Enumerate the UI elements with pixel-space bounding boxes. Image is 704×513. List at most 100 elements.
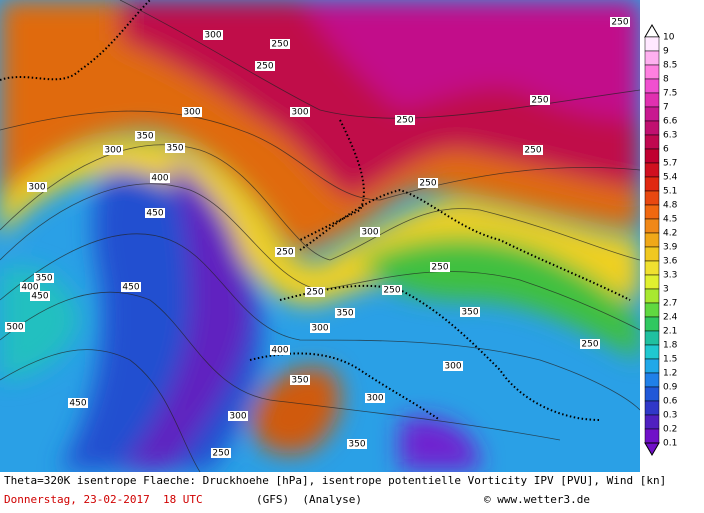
contour-label-bg — [335, 308, 355, 318]
contour-label: 300 — [444, 362, 461, 372]
contour-label-bg — [150, 173, 170, 183]
colorbar-label: 0.1 — [663, 439, 677, 449]
colorbar-label: 2.4 — [663, 313, 678, 323]
colorbar-segment — [644, 162, 660, 178]
colorbar-label: 6 — [663, 145, 669, 155]
colorbar-segment — [644, 358, 660, 374]
contour-label-bg — [27, 182, 47, 192]
contour-label: 250 — [276, 248, 293, 258]
contour-label-bg — [228, 411, 248, 421]
colorbar-label: 8.5 — [663, 61, 677, 71]
contour-label: 350 — [35, 274, 52, 284]
colorbar-label: 3 — [663, 285, 669, 295]
colorbar-segment — [644, 78, 660, 94]
colorbar-segment — [644, 372, 660, 388]
map: 10 9 8.5 8 7.5 7 6.6 6.3 6 5.7 5.4 5.1 4.8 4.5 4.2 3.9 3… — [0, 0, 678, 472]
colorbar-label: 5.7 — [663, 159, 677, 169]
contour-label-bg — [255, 61, 275, 71]
footer-credit: © www.wetter3.de — [484, 493, 590, 506]
colorbar-arrow-top — [644, 24, 660, 38]
colorbar-segment — [644, 120, 660, 136]
contour-label: 350 — [461, 308, 478, 318]
colorbar: 10 9 8.5 8 7.5 7 6.6 6.3 6 5.7 5.4 5.1 4.8 4.5 4.2 3.9 3… — [644, 24, 678, 456]
contour-label: 300 — [229, 412, 246, 422]
contour-label: 350 — [336, 309, 353, 319]
contour-label-bg — [121, 282, 141, 292]
contour-label: 250 — [256, 62, 273, 72]
footer-description: Theta=320K isentrope Flaeche: Druckhoehe… — [4, 474, 667, 487]
contour-label: 300 — [183, 108, 200, 118]
contour-label-bg — [430, 262, 450, 272]
colorbar-segment — [644, 302, 660, 318]
contour-label-bg — [365, 393, 385, 403]
colorbar-segment — [644, 274, 660, 290]
contour-label: 250 — [524, 146, 541, 156]
contour-label-bg — [165, 143, 185, 153]
colorbar-label: 7.5 — [663, 89, 677, 99]
contour-label: 350 — [291, 376, 308, 386]
colorbar-segment — [644, 232, 660, 248]
contour-label: 250 — [611, 18, 628, 28]
colorbar-segment — [644, 400, 660, 416]
colorbar-segment — [644, 246, 660, 262]
contour-label: 300 — [361, 228, 378, 238]
colorbar-segment — [644, 330, 660, 346]
colorbar-segment — [644, 64, 660, 80]
contour-label-bg — [5, 322, 25, 332]
contour-label-bg — [290, 375, 310, 385]
colorbar-label: 6.3 — [663, 131, 677, 141]
contour-label-bg — [145, 208, 165, 218]
colorbar-segment — [644, 204, 660, 220]
colorbar-segment — [644, 344, 660, 360]
colorbar-label: 0.9 — [663, 383, 678, 393]
contour-label: 250 — [306, 288, 323, 298]
contour-label: 300 — [311, 324, 328, 334]
contour-label: 250 — [212, 449, 229, 459]
colorbar-segment — [644, 218, 660, 234]
contour-label: 300 — [366, 394, 383, 404]
contour-label: 300 — [28, 183, 45, 193]
contour-label: 450 — [122, 283, 139, 293]
contour-label: 450 — [31, 292, 48, 302]
colorbar-label: 4.2 — [663, 229, 677, 239]
contour-label-bg — [270, 39, 290, 49]
contour-label: 250 — [271, 40, 288, 50]
colorbar-segment — [644, 414, 660, 430]
contour-label-bg — [305, 287, 325, 297]
contour-label: 250 — [383, 286, 400, 296]
contour-label-bg — [135, 131, 155, 141]
colorbar-label: 9 — [663, 47, 669, 57]
contour-label-bg — [523, 145, 543, 155]
colorbar-segment — [644, 288, 660, 304]
contour-label-bg — [103, 145, 123, 155]
contour-label-bg — [34, 273, 54, 283]
colorbar-label: 1.5 — [663, 355, 677, 365]
contour-labels: 3002502503003503503003004004503504004504… — [5, 17, 630, 459]
contour-label-bg — [382, 285, 402, 295]
colorbar-segment — [644, 260, 660, 276]
contour-label: 400 — [21, 283, 38, 293]
colorbar-label: 8 — [663, 75, 669, 85]
contour-label: 350 — [136, 132, 153, 142]
colorbar-label: 10 — [663, 33, 675, 43]
contour-label: 450 — [146, 209, 163, 219]
contour-label-bg — [530, 95, 550, 105]
colorbar-label: 4.8 — [663, 201, 678, 211]
contour-label-bg — [68, 398, 88, 408]
contour-label: 250 — [581, 340, 598, 350]
contour-label: 400 — [271, 346, 288, 356]
contour-label: 350 — [348, 440, 365, 450]
colorbar-label: 0.3 — [663, 411, 677, 421]
colorbar-segment — [644, 316, 660, 332]
colorbar-segment — [644, 134, 660, 150]
colorbar-label: 1.8 — [663, 341, 678, 351]
colorbar-label: 1.2 — [663, 369, 677, 379]
contour-label: 450 — [69, 399, 86, 409]
contour-label: 300 — [104, 146, 121, 156]
contour-label: 400 — [151, 174, 168, 184]
contour-label-bg — [20, 282, 40, 292]
contour-label-bg — [610, 17, 630, 27]
contour-label-bg — [270, 345, 290, 355]
colorbar-segment — [644, 190, 660, 206]
